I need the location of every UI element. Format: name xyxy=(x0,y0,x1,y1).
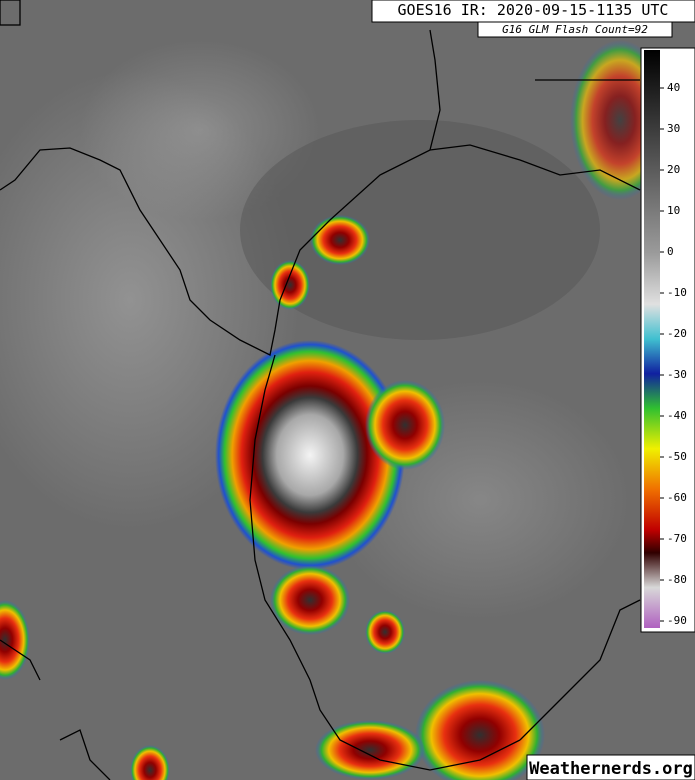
title: GOES16 IR: 2020-09-15-1135 UTC xyxy=(398,1,669,19)
borders xyxy=(0,0,641,780)
tick-label: 10 xyxy=(667,204,680,217)
tick-label: -80 xyxy=(667,573,687,586)
storm-cell xyxy=(270,565,350,635)
storm-cell xyxy=(315,720,425,780)
storm-cell xyxy=(365,610,405,654)
tick-label: -40 xyxy=(667,409,687,422)
storm-cell xyxy=(415,680,545,780)
subtitle: G16 GLM Flash Count=92 xyxy=(502,23,648,36)
storm xyxy=(215,340,405,570)
cloud xyxy=(80,40,320,220)
tick-label: -70 xyxy=(667,532,687,545)
tick-label: 40 xyxy=(667,81,680,94)
tick-label: -10 xyxy=(667,286,687,299)
subtitle-box xyxy=(477,21,673,38)
colorbar-ticks: 40 30 20 10 0 -10 -20 -30 -40 -50 -60 -70 -80 -90 xyxy=(660,81,687,627)
colorbar xyxy=(644,50,660,628)
storm-cell xyxy=(365,380,445,470)
watermark-box xyxy=(526,754,695,780)
tick-label: 30 xyxy=(667,122,680,135)
storm-cell xyxy=(0,600,30,680)
clear-area xyxy=(240,120,600,340)
tick-label: -90 xyxy=(667,614,687,627)
tick-label: -60 xyxy=(667,491,687,504)
tick-label: -20 xyxy=(667,327,687,340)
tick-label: 20 xyxy=(667,163,680,176)
watermark: Weathernerds.org xyxy=(529,759,693,779)
storm-cell xyxy=(130,745,170,780)
storm-cell xyxy=(310,215,370,265)
storm-cell xyxy=(270,260,310,310)
tick-label: -30 xyxy=(667,368,687,381)
tick-label: 0 xyxy=(667,245,674,258)
tick-label: -50 xyxy=(667,450,687,463)
